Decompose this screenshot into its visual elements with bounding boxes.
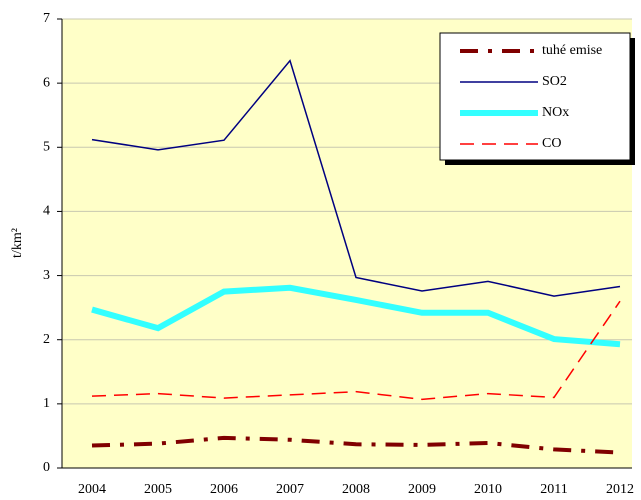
y-tick-label: 2 <box>43 332 50 347</box>
data-line <box>91 284 621 348</box>
legend-label: CO <box>542 136 561 151</box>
x-tick-label: 2007 <box>276 482 304 497</box>
y-tick-label: 4 <box>43 204 50 219</box>
y-tick-label: 6 <box>43 75 50 90</box>
data-line <box>91 435 621 455</box>
y-axis-label: t/km² <box>10 228 25 258</box>
x-tick-label: 2012 <box>606 482 634 497</box>
y-tick-label: 7 <box>43 11 50 26</box>
x-tick-label: 2010 <box>474 482 502 497</box>
x-tick-label: 2009 <box>408 482 436 497</box>
data-line <box>91 300 621 401</box>
x-tick-label: 2006 <box>210 482 238 497</box>
legend-label: tuhé emise <box>542 43 602 58</box>
x-tick-label: 2011 <box>540 482 567 497</box>
y-tick-label: 5 <box>43 140 50 155</box>
y-tick-label: 0 <box>43 460 50 475</box>
x-tick-label: 2004 <box>78 482 106 497</box>
legend-label: SO2 <box>542 74 567 89</box>
y-tick-label: 1 <box>43 396 50 411</box>
data-line <box>91 59 621 297</box>
x-tick-label: 2008 <box>342 482 370 497</box>
y-tick-label: 3 <box>43 268 50 283</box>
legend-label: NOx <box>542 105 569 120</box>
x-tick-label: 2005 <box>144 482 172 497</box>
legend <box>439 32 631 161</box>
